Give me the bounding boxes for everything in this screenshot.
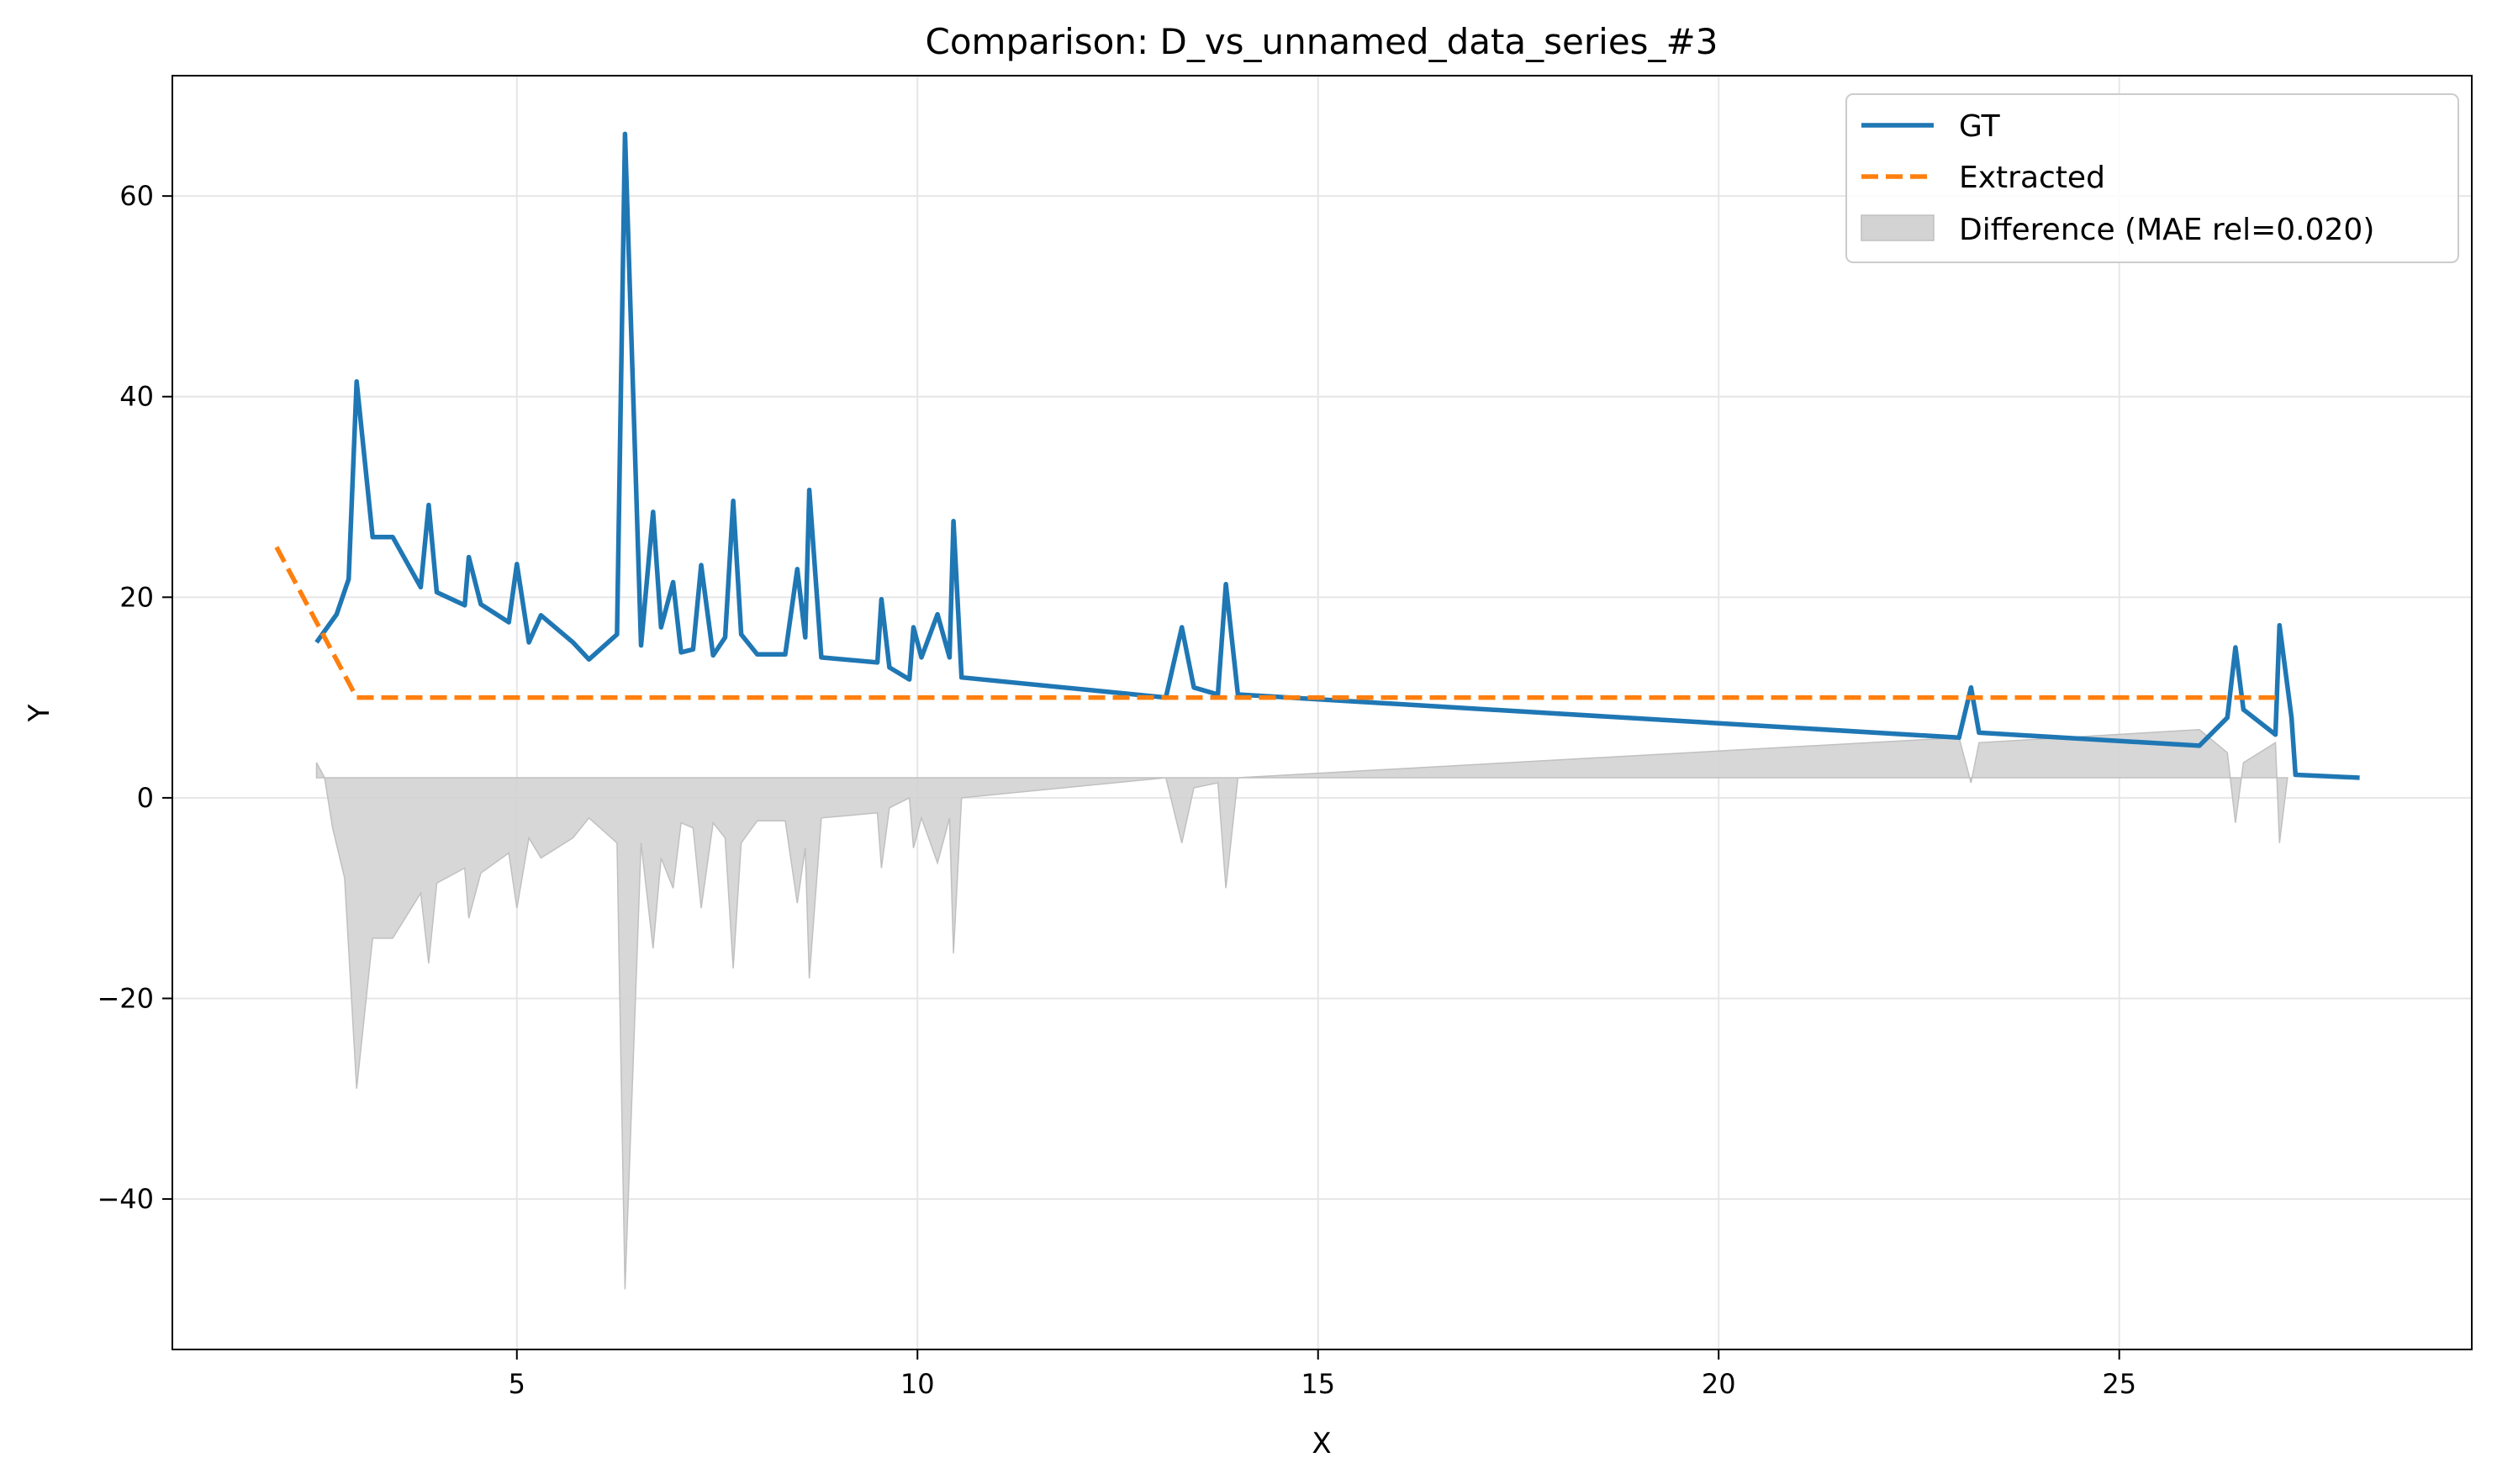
y-tick-label: 0 [137, 782, 154, 814]
gt-series-line [314, 131, 2360, 780]
legend-gt-label: GT [1959, 109, 2001, 144]
y-tick-label: 60 [119, 180, 154, 212]
x-tick-label: 20 [1702, 1368, 1736, 1400]
extracted-series-line [274, 546, 2280, 700]
x-axis-label: X [1312, 1427, 1331, 1460]
chart-title: Comparison: D_vs_unnamed_data_series_#3 [926, 21, 1718, 62]
y-tick-label: 20 [119, 581, 154, 613]
x-tick-label: 5 [509, 1368, 525, 1400]
y-tick-label: 40 [119, 381, 154, 413]
y-tick-label: −20 [97, 982, 154, 1014]
difference-area [315, 729, 2288, 1290]
x-tick-label: 15 [1301, 1368, 1335, 1400]
series-layer [274, 131, 2360, 780]
legend-extracted-label: Extracted [1959, 161, 2105, 195]
legend-difference-swatch [1861, 214, 1935, 241]
x-tick-label: 10 [900, 1368, 935, 1400]
difference-area-layer [315, 729, 2288, 1290]
y-tick-label: −40 [97, 1183, 154, 1215]
legend-box [1845, 93, 2459, 263]
y-axis-ticks: −40 −20 0 20 40 60 [97, 180, 172, 1215]
legend: GT Extracted Difference (MAE rel=0.020) [1845, 93, 2459, 263]
y-axis-label: Y [23, 704, 56, 722]
x-tick-label: 25 [2102, 1368, 2136, 1400]
plot-area-frame [172, 75, 2473, 1350]
legend-difference-label: Difference (MAE rel=0.020) [1959, 213, 2374, 247]
x-axis-ticks: 5 10 15 20 25 [509, 1349, 2136, 1400]
